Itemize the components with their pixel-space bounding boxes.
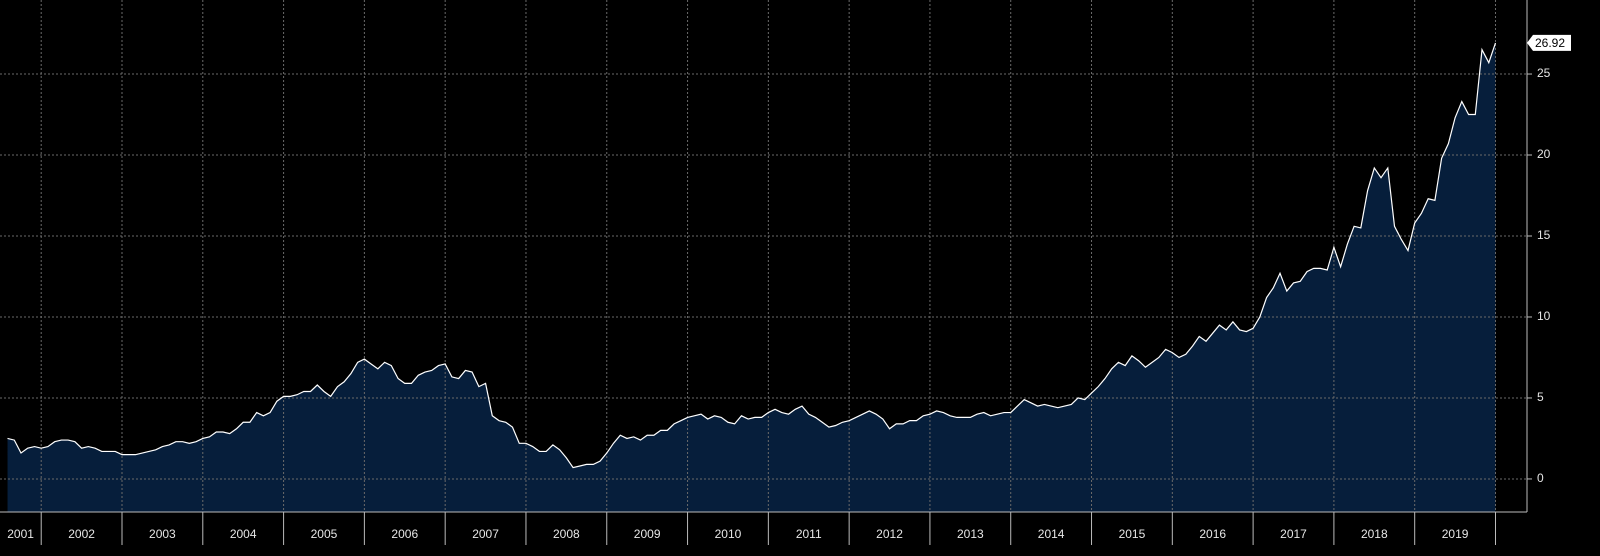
x-tick-label: 2001 <box>7 527 34 541</box>
x-tick-label: 2015 <box>1119 527 1146 541</box>
x-tick-label: 2009 <box>634 527 661 541</box>
y-tick-label: 5 <box>1537 390 1544 404</box>
y-tick-label: 15 <box>1537 228 1551 242</box>
x-tick-label: 2005 <box>311 527 338 541</box>
x-tick-label: 2003 <box>149 527 176 541</box>
x-tick-label: 2012 <box>876 527 903 541</box>
x-tick-label: 2010 <box>715 527 742 541</box>
x-tick-label: 2018 <box>1361 527 1388 541</box>
x-tick-label: 2013 <box>957 527 984 541</box>
x-tick-label: 2006 <box>391 527 418 541</box>
area <box>7 42 1496 512</box>
y-tick-label: 20 <box>1537 147 1551 161</box>
x-tick-label: 2002 <box>68 527 95 541</box>
line <box>7 42 1497 469</box>
x-tick-label: 2016 <box>1199 527 1226 541</box>
y-tick-label: 25 <box>1537 66 1551 80</box>
x-tick-label: 2017 <box>1280 527 1307 541</box>
last-value-tag <box>1527 34 1571 51</box>
x-tick-label: 2004 <box>230 527 257 541</box>
x-tick-label: 2011 <box>796 527 822 541</box>
x-tick-label: 2007 <box>472 527 499 541</box>
last-value-label: 26.92 <box>1535 36 1565 50</box>
y-tick-label: 10 <box>1537 309 1551 323</box>
x-tick-label: 2019 <box>1442 527 1469 541</box>
x-tick-label: 2008 <box>553 527 580 541</box>
x-tick-label: 2014 <box>1038 527 1065 541</box>
y-tick-label: 0 <box>1537 471 1544 485</box>
